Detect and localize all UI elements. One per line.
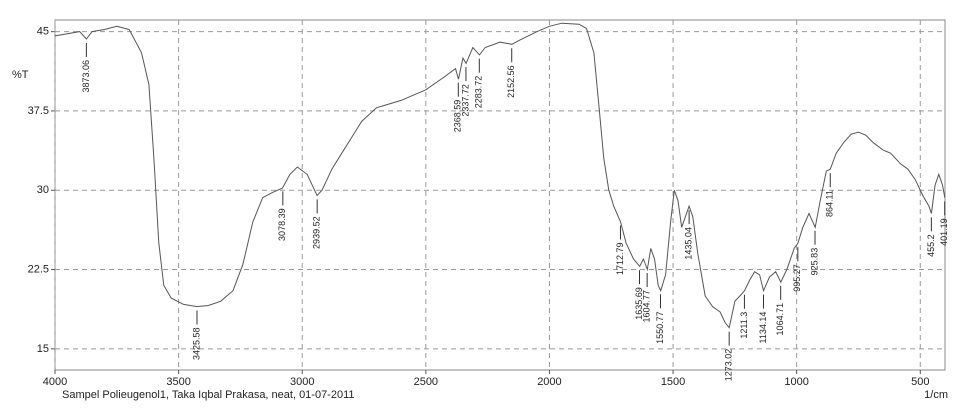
peak-label: 1635.69	[634, 287, 644, 320]
peak-label: 1211.3	[739, 312, 749, 339]
peak-label: 2939.52	[312, 216, 322, 249]
spectrum-line	[54, 22, 946, 329]
plot-frame	[54, 19, 946, 371]
y-axis-label: %T	[12, 69, 29, 81]
x-tick-label: 500	[911, 376, 929, 388]
y-tick-label: 15	[37, 343, 49, 355]
peak-label: 1712.79	[615, 243, 625, 276]
peak-label: 1134.14	[758, 312, 768, 344]
x-tick-label: 4000	[43, 376, 67, 388]
y-tick-label: 45	[37, 26, 49, 38]
peak-label: 3078.39	[277, 208, 287, 241]
peak-label: 1064.71	[775, 303, 785, 336]
peak-label: 2368.59	[453, 100, 463, 133]
peak-label: 1550.77	[655, 311, 665, 344]
x-tick-label: 3000	[290, 376, 314, 388]
peak-label: 2152.56	[506, 65, 516, 98]
x-tick-label: 2000	[537, 376, 561, 388]
y-tick-label: 37.5	[28, 105, 49, 117]
caption: Sampel Polieugenol1, Taka Iqbal Prakasa,…	[62, 389, 355, 401]
peak-label: 2337.72	[460, 84, 470, 117]
peak-label: 2283.72	[474, 76, 484, 109]
x-unit: 1/cm	[924, 389, 948, 401]
y-tick-label: 22.5	[28, 263, 49, 275]
x-tick-label: 1500	[661, 376, 685, 388]
peak-label: 3425.58	[191, 328, 201, 361]
peak-label: 1273.02	[724, 349, 734, 382]
peak-label: 401.19	[939, 218, 949, 246]
x-tick-label: 1000	[784, 376, 808, 388]
peak-label: 995.27	[792, 264, 802, 292]
x-tick-label: 3500	[166, 376, 190, 388]
y-tick-label: 30	[37, 184, 49, 196]
peak-label: 925.83	[809, 248, 819, 276]
peak-label: 3873.06	[81, 60, 91, 93]
x-tick-label: 2500	[414, 376, 438, 388]
peak-label: 1604.77	[642, 290, 652, 323]
peak-label: 455.2	[926, 234, 936, 257]
peak-label: 1435.04	[683, 227, 693, 260]
peak-label: 864.11	[825, 190, 835, 217]
